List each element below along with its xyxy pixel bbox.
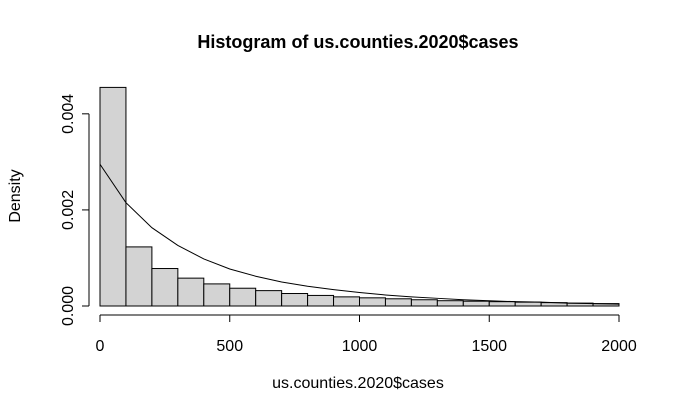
histogram-bar-2: [151, 268, 179, 307]
histogram-bar-15: [488, 301, 516, 307]
y-tick-label-0: 0.000: [60, 286, 77, 326]
x-tick-label-2: 1000: [342, 338, 378, 355]
x-tick-label-0: 0: [96, 338, 105, 355]
y-axis: 0.000 0.002 0.004: [60, 94, 90, 326]
histogram-bar-9: [333, 296, 360, 307]
x-axis-label: us.counties.2020$cases: [272, 375, 444, 392]
histogram-bar-8: [307, 294, 335, 307]
histogram-bar-4: [203, 283, 231, 307]
density-curve: [99, 163, 620, 305]
histogram-bar-3: [177, 277, 205, 307]
x-tick-label-3: 1500: [471, 338, 507, 355]
density-curve-layer: [99, 163, 620, 305]
histogram-bar-10: [359, 297, 386, 307]
x-axis: 0 500 1000 1500 2000: [96, 314, 637, 355]
x-tick-label-1: 500: [216, 338, 243, 355]
bars-layer: [99, 86, 620, 307]
histogram-bar-7: [281, 293, 309, 307]
histogram-bar-1: [125, 246, 153, 307]
y-axis-label: Density: [7, 169, 24, 222]
histogram-bar-14: [462, 300, 490, 307]
y-tick-label-2: 0.004: [60, 94, 77, 134]
histogram-bar-13: [436, 300, 464, 307]
x-tick-label-4: 2000: [601, 338, 637, 355]
histogram-bar-5: [229, 287, 257, 307]
histogram-bar-11: [384, 298, 412, 307]
histogram-bar-6: [255, 290, 283, 307]
histogram-bar-12: [410, 299, 438, 307]
y-tick-label-1: 0.002: [60, 190, 77, 230]
chart-title: Histogram of us.counties.2020$cases: [197, 32, 518, 52]
histogram-bar-16: [514, 301, 542, 307]
